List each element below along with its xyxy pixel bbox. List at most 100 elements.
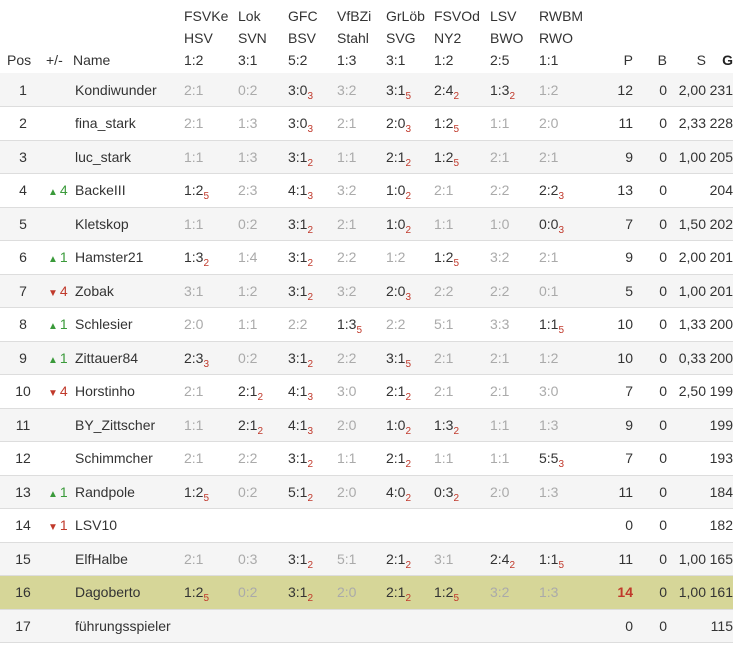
player-name[interactable]: Zobak [75,282,114,299]
tip-cell[interactable]: 2:42 [490,542,539,576]
tip-cell[interactable]: 2:1 [434,174,490,208]
tip-cell[interactable]: 1:25 [434,576,490,610]
tip-cell[interactable]: 2:23 [539,174,598,208]
tip-cell[interactable]: 1:15 [539,542,598,576]
tip-cell[interactable]: 3:0 [337,375,386,409]
header-game[interactable]: VfBZi Stahl 1:3 [337,8,372,68]
tip-cell[interactable]: 3:03 [288,73,337,107]
table-row[interactable]: 3 luc_stark 1:1 1:3 3:12 1:1 2:12 1:25 2:1 2:1 9 0 1… [0,140,733,174]
tip-cell[interactable]: 2:2 [386,308,434,342]
tip-cell[interactable]: 2:0 [490,475,539,509]
table-row[interactable]: 11 BY_Zittscher 1:1 2:12 4:13 2:0 1:02 1:32 1:1 1… [0,408,733,442]
tip-cell[interactable]: 1:1 [490,408,539,442]
tip-cell[interactable]: 2:03 [386,274,434,308]
tip-cell[interactable]: 3:15 [386,341,434,375]
player-name[interactable]: fina_stark [75,115,136,132]
tip-cell[interactable]: 2:2 [288,308,337,342]
tip-cell[interactable]: 2:1 [337,207,386,241]
header-game[interactable]: LSV BWO 2:5 [490,8,524,68]
tip-cell[interactable]: 2:1 [539,241,598,275]
tip-cell[interactable]: 3:2 [337,73,386,107]
tip-cell[interactable]: 3:12 [288,274,337,308]
tip-cell[interactable]: 2:12 [386,375,434,409]
tip-cell[interactable]: 2:12 [238,408,288,442]
player-name[interactable]: Randpole [75,483,135,500]
tip-cell[interactable]: 4:13 [288,174,337,208]
table-row[interactable]: 17 führungsspieler 0 0 115 [0,609,733,643]
tip-cell[interactable]: 0:2 [238,475,288,509]
tip-cell[interactable]: 2:0 [184,308,238,342]
tip-cell[interactable]: 1:4 [238,241,288,275]
tip-cell[interactable]: 2:42 [434,73,490,107]
tip-cell[interactable]: 1:32 [434,408,490,442]
tip-cell[interactable]: 1:25 [434,140,490,174]
player-name[interactable]: Kletskop [75,215,129,232]
tip-cell[interactable]: 2:1 [184,542,238,576]
player-name[interactable]: Horstinho [75,383,135,400]
player-name[interactable]: luc_stark [75,148,132,165]
tip-cell[interactable]: 1:1 [434,442,490,476]
table-row[interactable]: 2 fina_stark 2:1 1:3 3:03 2:1 2:03 1:25 1:1 2:0 11… [0,107,733,141]
tip-cell[interactable]: 2:0 [337,576,386,610]
tip-cell[interactable]: 2:2 [337,341,386,375]
header-name[interactable]: Name [73,52,111,68]
table-row[interactable]: 14 ▼ 1 LSV10 0 0 182 [0,509,733,542]
tip-cell[interactable]: 3:1 [434,542,490,576]
tip-cell[interactable]: 3:2 [337,174,386,208]
tip-cell[interactable]: 3:12 [288,341,337,375]
tip-cell[interactable]: 0:1 [539,274,598,308]
tip-cell[interactable]: 2:0 [337,408,386,442]
tip-cell[interactable]: 1:02 [386,207,434,241]
tip-cell[interactable]: 4:13 [288,408,337,442]
tip-cell[interactable]: 3:2 [337,274,386,308]
header-total[interactable]: G [722,52,733,68]
tip-cell[interactable]: 2:12 [386,140,434,174]
table-row[interactable]: 6 ▲ 1 Hamster21 1:32 1:4 3:12 2:2 1:2 1:25 3:2 2:1 9… [0,241,733,275]
tip-cell[interactable]: 2:1 [337,107,386,141]
header-game[interactable]: Lok SVN 3:1 [238,8,267,68]
tip-cell[interactable]: 3:12 [288,576,337,610]
player-name[interactable]: Schlesier [75,316,133,333]
header-game[interactable]: FSVKe HSV 1:2 [184,8,229,68]
tip-cell[interactable]: 1:15 [539,308,598,342]
tip-cell[interactable]: 2:03 [386,107,434,141]
tip-cell[interactable]: 1:02 [386,408,434,442]
tip-cell[interactable]: 4:02 [386,475,434,509]
player-name[interactable]: ElfHalbe [75,550,128,567]
tip-cell[interactable]: 1:1 [434,207,490,241]
tip-cell[interactable]: 2:33 [184,341,238,375]
tip-cell[interactable]: 2:2 [238,442,288,476]
tip-cell[interactable]: 2:12 [386,576,434,610]
tip-cell[interactable]: 1:32 [490,73,539,107]
tip-cell[interactable]: 3:2 [490,241,539,275]
tip-cell[interactable]: 1:2 [539,341,598,375]
tip-cell[interactable]: 1:3 [238,140,288,174]
tip-cell[interactable]: 1:1 [238,308,288,342]
tip-cell[interactable]: 0:03 [539,207,598,241]
tip-cell[interactable]: 2:2 [490,174,539,208]
table-row[interactable]: 5 Kletskop 1:1 0:2 3:12 2:1 1:02 1:1 1:0 0:03 7 0 1,… [0,207,733,241]
tip-cell[interactable]: 2:12 [238,375,288,409]
tip-cell[interactable]: 0:2 [238,576,288,610]
tip-cell[interactable]: 2:1 [184,375,238,409]
tip-cell[interactable]: 2:1 [184,442,238,476]
tip-cell[interactable]: 3:12 [288,542,337,576]
tip-cell[interactable]: 3:1 [184,274,238,308]
tip-cell[interactable]: 2:1 [184,73,238,107]
tip-cell[interactable]: 2:1 [434,375,490,409]
header-points[interactable]: P [623,52,633,68]
tip-cell[interactable]: 1:3 [539,475,598,509]
tip-cell[interactable]: 0:2 [238,341,288,375]
player-name[interactable]: führungsspieler [75,617,171,634]
table-row[interactable]: 16 Dagoberto 1:25 0:2 3:12 2:0 2:12 1:25 3:2 1:3 1… [0,575,733,610]
header-game[interactable]: GrLöb SVG 3:1 [386,8,425,68]
tip-cell[interactable]: 2:12 [386,442,434,476]
table-row[interactable]: 15 ElfHalbe 2:1 0:3 3:12 5:1 2:12 3:1 2:42 1:15 11… [0,542,733,576]
tip-cell[interactable]: 5:53 [539,442,598,476]
tip-cell[interactable]: 1:3 [539,408,598,442]
tip-cell[interactable]: 1:1 [337,140,386,174]
tip-cell[interactable]: 3:12 [288,241,337,275]
tip-cell[interactable]: 1:3 [539,576,598,610]
tip-cell[interactable]: 2:3 [238,174,288,208]
tip-cell[interactable]: 2:1 [490,341,539,375]
